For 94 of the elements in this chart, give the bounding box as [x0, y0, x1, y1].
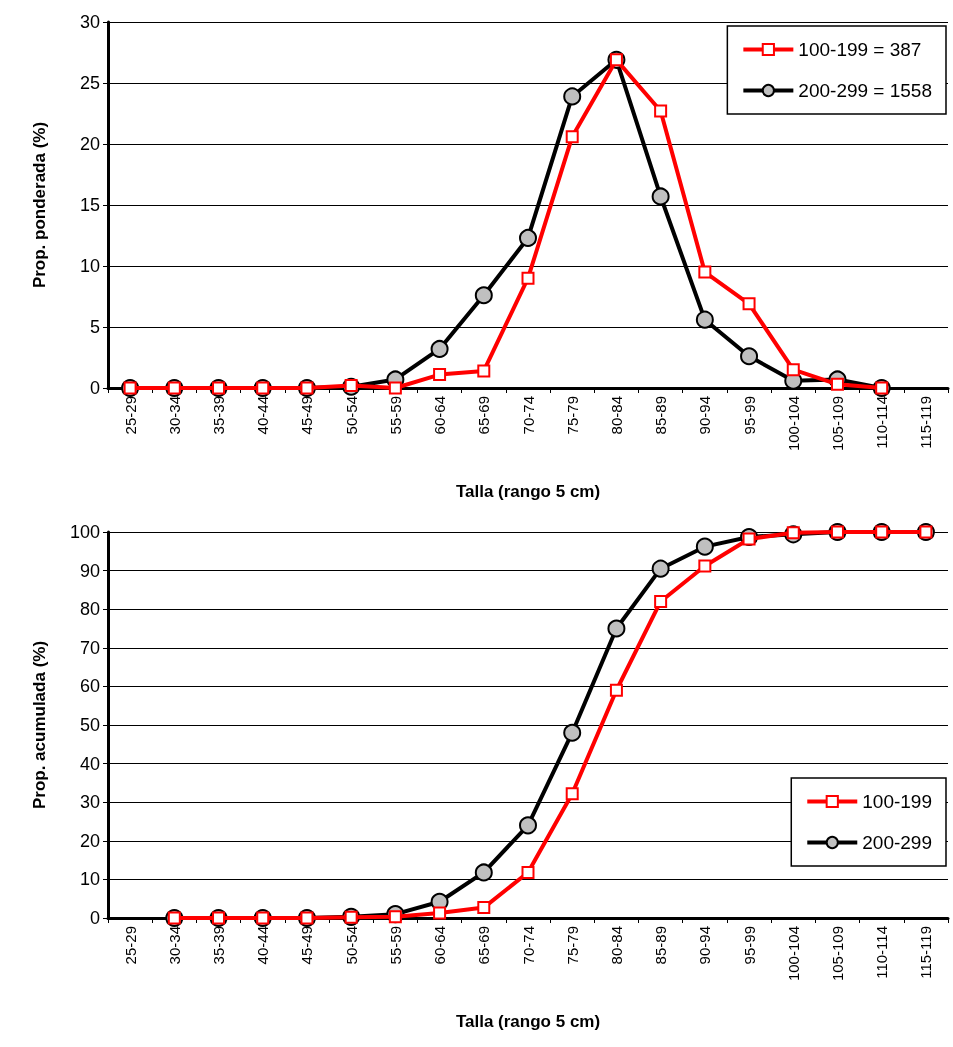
- x-tick-label: 105-109: [828, 396, 846, 452]
- y-tick-label: 5: [89, 317, 100, 337]
- point: [695, 310, 714, 329]
- y-tick-label: 80: [79, 599, 100, 620]
- point: [433, 368, 447, 382]
- x-tick-label: 110-114: [873, 396, 891, 449]
- y-tick-label: 70: [79, 637, 100, 658]
- point: [607, 619, 626, 638]
- point: [698, 265, 712, 279]
- point: [742, 297, 756, 311]
- y-tick-label: 30: [79, 12, 100, 32]
- y-tick-label: 15: [79, 195, 100, 215]
- point: [565, 130, 579, 144]
- x-axis-title: Talla (rango 5 cm): [455, 482, 601, 501]
- x-tick-label: 115-119: [917, 926, 935, 979]
- point: [654, 594, 668, 608]
- x-tick-label: 75-79: [563, 396, 581, 435]
- x-tick-label: 45-49: [298, 396, 316, 435]
- point: [651, 187, 670, 206]
- point: [477, 364, 491, 378]
- point: [740, 347, 759, 366]
- y-tick-label: 25: [79, 73, 100, 93]
- y-axis-title: Prop. ponderada (%): [30, 121, 49, 289]
- x-tick-label: 60-64: [431, 396, 449, 435]
- x-tick-label: 25-29: [121, 926, 139, 965]
- x-tick-label: 75-79: [563, 926, 581, 965]
- x-tick-label: 40-44: [254, 926, 272, 965]
- point: [786, 363, 800, 377]
- y-tick-label: 10: [79, 869, 100, 890]
- point: [519, 228, 537, 247]
- y-tick-label: 0: [89, 908, 100, 928]
- x-tick-label: 95-99: [740, 396, 758, 435]
- x-tick-label: 110-114: [873, 926, 891, 979]
- x-tick-label: 85-89: [652, 926, 670, 965]
- point: [654, 104, 668, 118]
- point: [565, 787, 579, 801]
- x-tick-label: 50-54: [342, 396, 360, 435]
- x-axis-title: Talla (rango 5 cm): [455, 1012, 601, 1031]
- x-tick-label: 50-54: [342, 926, 360, 965]
- x-tick-label: 45-49: [298, 926, 316, 965]
- x-tick-label: 30-34: [165, 926, 183, 965]
- y-tick-label: 10: [79, 256, 100, 276]
- legend-label: 200-299: [862, 832, 933, 853]
- y-tick-label: 30: [79, 792, 100, 813]
- point: [477, 901, 491, 915]
- point: [388, 381, 402, 395]
- y-axis-title: Prop. acumulada (%): [30, 640, 49, 810]
- point: [742, 532, 756, 546]
- x-tick-label: 55-59: [386, 396, 404, 435]
- x-tick-label: 25-29: [121, 396, 139, 435]
- x-tick-label: 90-94: [696, 926, 714, 965]
- x-tick-label: 80-84: [607, 926, 625, 965]
- point: [695, 537, 714, 556]
- x-tick-label: 80-84: [607, 396, 625, 435]
- point: [433, 906, 447, 920]
- x-tick-label: 95-99: [740, 926, 758, 965]
- point: [698, 559, 712, 573]
- legend-label: 100-199: [862, 791, 933, 812]
- y-tick-label: 50: [79, 715, 100, 735]
- x-tick-label: 35-39: [210, 396, 228, 435]
- point: [519, 816, 537, 835]
- x-tick-label: 85-89: [652, 396, 670, 435]
- point: [651, 559, 670, 578]
- point: [609, 683, 623, 697]
- point: [430, 339, 449, 358]
- x-tick-label: 90-94: [696, 396, 714, 435]
- x-tick-label: 35-39: [210, 926, 228, 965]
- y-tick-label: 0: [89, 378, 100, 398]
- x-tick-label: 65-69: [475, 396, 493, 435]
- y-tick-label: 40: [79, 753, 100, 774]
- x-tick-label: 65-69: [475, 926, 493, 965]
- x-tick-label: 70-74: [519, 926, 537, 965]
- x-tick-label: 70-74: [519, 396, 537, 435]
- y-tick-label: 20: [79, 134, 100, 154]
- x-tick-label: 115-119: [917, 396, 935, 449]
- x-tick-label: 55-59: [386, 926, 404, 965]
- x-tick-label: 105-109: [828, 926, 846, 982]
- x-tick-label: 30-34: [165, 396, 183, 435]
- x-tick-label: 100-104: [784, 926, 802, 982]
- x-tick-label: 40-44: [254, 396, 272, 435]
- point: [474, 286, 493, 305]
- y-tick-label: 60: [79, 676, 100, 697]
- legend-label: 100-199 = 387: [798, 39, 922, 60]
- point: [474, 863, 493, 882]
- y-tick-label: 100: [69, 522, 100, 542]
- point: [521, 865, 535, 879]
- y-tick-label: 20: [79, 830, 100, 851]
- x-tick-label: 100-104: [784, 396, 802, 452]
- x-tick-label: 60-64: [431, 926, 449, 965]
- point: [563, 87, 582, 106]
- point: [563, 723, 582, 742]
- legend-label: 200-299 = 1558: [798, 80, 933, 101]
- y-tick-label: 90: [79, 560, 100, 581]
- point: [521, 271, 535, 285]
